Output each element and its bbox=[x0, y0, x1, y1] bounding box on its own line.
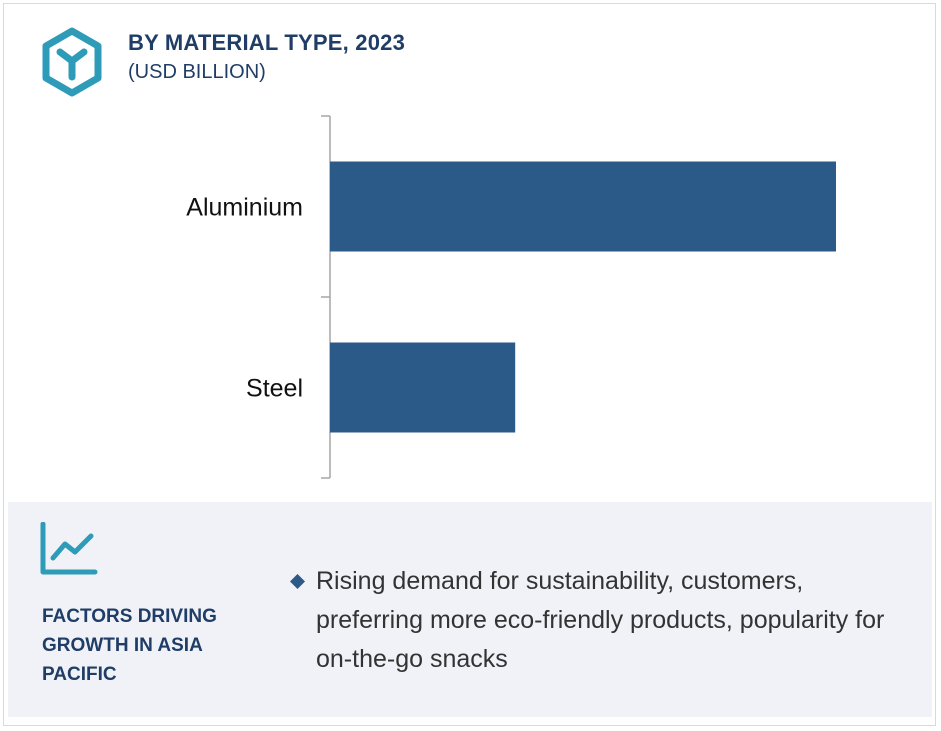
factors-panel bbox=[8, 502, 932, 717]
chart-title: BY MATERIAL TYPE, 2023 bbox=[128, 30, 406, 55]
factors-title: FACTORS DRIVING GROWTH IN ASIA PACIFIC bbox=[42, 606, 217, 685]
category-label: Steel bbox=[246, 375, 303, 403]
bar-chart: Aluminium Steel bbox=[186, 115, 836, 479]
category-label: Aluminium bbox=[186, 194, 303, 222]
chart-subtitle: (USD BILLION) bbox=[128, 61, 266, 83]
cube-icon bbox=[42, 27, 102, 97]
bar-steel bbox=[330, 342, 516, 433]
diamond-bullet-icon bbox=[290, 574, 305, 589]
factor-text: Rising demand for sustainability, custom… bbox=[316, 567, 885, 673]
bar-aluminium bbox=[330, 161, 836, 252]
line-chart-icon bbox=[40, 522, 98, 575]
